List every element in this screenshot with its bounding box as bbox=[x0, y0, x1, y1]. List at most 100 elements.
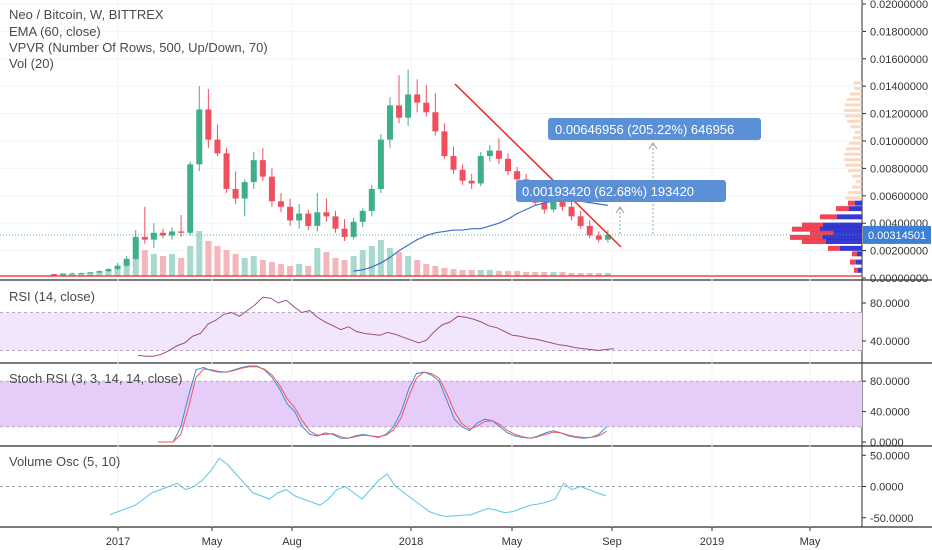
candle-up bbox=[377, 139, 384, 189]
volume-bar bbox=[604, 273, 611, 276]
volume-bar bbox=[368, 246, 375, 276]
volume-bar bbox=[87, 272, 94, 276]
volume-bar bbox=[550, 272, 557, 276]
stoch-rsi-title[interactable]: Stoch RSI (3, 3, 14, 14, close) bbox=[9, 371, 183, 386]
volume-bar bbox=[178, 258, 185, 276]
volume-osc-title[interactable]: Volume Osc (5, 10) bbox=[9, 454, 121, 469]
candle-down bbox=[423, 102, 430, 113]
vpvr-row-up bbox=[820, 226, 862, 232]
measure-label-small[interactable]: 0.00193420 (62.68%) 193420 bbox=[516, 180, 726, 202]
volume-bar bbox=[141, 250, 148, 276]
candle-down bbox=[495, 150, 502, 159]
time-tick-label: 2018 bbox=[399, 536, 423, 548]
vpvr-row-down bbox=[802, 222, 823, 228]
vpvr-row-faint bbox=[845, 163, 862, 167]
volume-osc-pane bbox=[0, 457, 862, 518]
price-tick-label: 0.01600000 bbox=[870, 54, 928, 66]
volume-legend[interactable]: Vol (20) bbox=[9, 56, 54, 71]
volume-bar bbox=[132, 256, 139, 276]
osc-tick-label: 80.0000 bbox=[870, 298, 910, 310]
drawings[interactable]: 0.00646956 (205.22%) 646956 0.00193420 (… bbox=[454, 83, 761, 248]
time-tick-label: May bbox=[800, 536, 821, 548]
vpvr-row-up bbox=[836, 214, 862, 220]
candle-up bbox=[187, 164, 194, 233]
price-tick-label: 0.00600000 bbox=[870, 191, 928, 203]
osc-tick-label: 80.0000 bbox=[870, 376, 910, 388]
candle-up bbox=[69, 273, 76, 275]
osc-tick-label: 40.0000 bbox=[870, 407, 910, 419]
measure-label-small-text: 0.00193420 (62.68%) 193420 bbox=[522, 184, 694, 199]
candle-up bbox=[486, 150, 493, 157]
rsi-pane bbox=[0, 296, 862, 357]
vpvr-row-faint bbox=[846, 97, 862, 101]
symbol-title[interactable]: Neo / Bitcoin, W, BITTREX bbox=[9, 7, 164, 22]
descending-trendline[interactable] bbox=[454, 83, 622, 248]
candle-down bbox=[305, 213, 312, 226]
vpvr-row-up bbox=[855, 200, 862, 206]
candle-down bbox=[232, 188, 239, 199]
volume-bar bbox=[495, 271, 502, 276]
volume-bar bbox=[432, 266, 439, 276]
vpvr-row-faint bbox=[844, 152, 862, 156]
price-axis[interactable]: 0.02000000 0.01800000 0.01600000 0.01400000… bbox=[862, 0, 931, 525]
vpvr-row-down bbox=[850, 259, 856, 265]
vpvr-row-down bbox=[792, 226, 820, 232]
volume-bar bbox=[78, 273, 85, 276]
candle-up bbox=[250, 160, 257, 183]
candle-down bbox=[341, 228, 348, 237]
vpvr-row-down bbox=[854, 267, 858, 273]
candle-up bbox=[114, 265, 121, 270]
time-tick-label: Sep bbox=[602, 536, 622, 548]
candle-down bbox=[450, 156, 457, 170]
candle-up bbox=[60, 274, 67, 276]
vpvr-row-faint bbox=[850, 92, 862, 96]
volume-bar bbox=[268, 262, 275, 276]
time-axis[interactable]: 2017 May Aug 2018 May Sep 2019 May bbox=[106, 527, 821, 548]
oscillator-band bbox=[0, 312, 862, 351]
volume-bar bbox=[441, 268, 448, 276]
candle-down bbox=[396, 105, 403, 118]
volume-bar bbox=[377, 240, 384, 276]
vpvr-row-up bbox=[833, 230, 862, 236]
volume-bar bbox=[486, 270, 493, 276]
volume-bar bbox=[568, 273, 575, 276]
vpvr-row-faint bbox=[854, 86, 862, 90]
volume-bar bbox=[332, 258, 339, 276]
candle-down bbox=[441, 131, 448, 157]
candle-up bbox=[241, 182, 248, 199]
vpvr-row-down bbox=[848, 200, 855, 206]
volume-bar bbox=[396, 252, 403, 276]
ema-legend[interactable]: EMA (60, close) bbox=[9, 24, 101, 39]
stoch-rsi-pane bbox=[0, 365, 862, 443]
candle-up bbox=[359, 210, 366, 222]
candle-down bbox=[287, 206, 294, 221]
rsi-line bbox=[137, 296, 614, 357]
volume-bar bbox=[577, 273, 584, 276]
osc-tick-label: 0.0000 bbox=[870, 437, 904, 449]
vpvr-row-up bbox=[857, 251, 862, 257]
candle-up bbox=[96, 271, 103, 273]
volume-osc-line bbox=[109, 457, 606, 518]
volume-bar bbox=[423, 264, 430, 276]
osc-tick-label: 0.0000 bbox=[870, 482, 904, 494]
volume-bar bbox=[532, 272, 539, 276]
rsi-title[interactable]: RSI (14, close) bbox=[9, 289, 95, 304]
measure-label-large[interactable]: 0.00646956 (205.22%) 646956 bbox=[548, 118, 761, 140]
candle-down bbox=[141, 236, 148, 240]
candle-up bbox=[196, 109, 203, 165]
volume-bar bbox=[114, 266, 121, 276]
vpvr-row-faint bbox=[853, 81, 862, 85]
price-tick-label: 0.00800000 bbox=[870, 163, 928, 175]
vpvr-row-faint bbox=[851, 174, 862, 178]
vpvr-row-up bbox=[856, 259, 862, 265]
candle-up bbox=[350, 221, 357, 237]
candle-up bbox=[105, 269, 112, 272]
volume-bar bbox=[523, 272, 530, 276]
candle-up bbox=[405, 94, 412, 118]
volume-bar bbox=[196, 231, 203, 276]
volume-bars bbox=[0, 231, 862, 277]
vpvr-row-faint bbox=[844, 103, 862, 107]
price-tick-label: 0.01000000 bbox=[870, 136, 928, 148]
vpvr-legend[interactable]: VPVR (Number Of Rows, 500, Up/Down, 70) bbox=[9, 40, 268, 55]
